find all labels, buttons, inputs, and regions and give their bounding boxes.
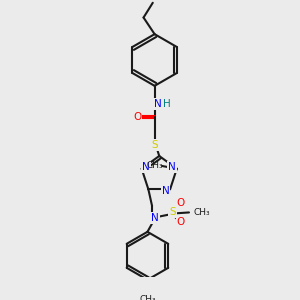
Text: N: N [154,99,162,109]
Text: H: H [163,99,170,109]
Text: O: O [133,112,141,122]
Text: CH₃: CH₃ [146,161,163,170]
Text: N: N [151,213,159,223]
Text: N: N [142,162,150,172]
Text: S: S [151,140,158,150]
Text: CH₃: CH₃ [139,295,156,300]
Text: O: O [177,198,185,208]
Text: N: N [168,162,176,172]
Text: S: S [169,207,176,218]
Text: CH₃: CH₃ [194,208,210,217]
Text: O: O [177,217,185,227]
Text: N: N [162,186,169,196]
